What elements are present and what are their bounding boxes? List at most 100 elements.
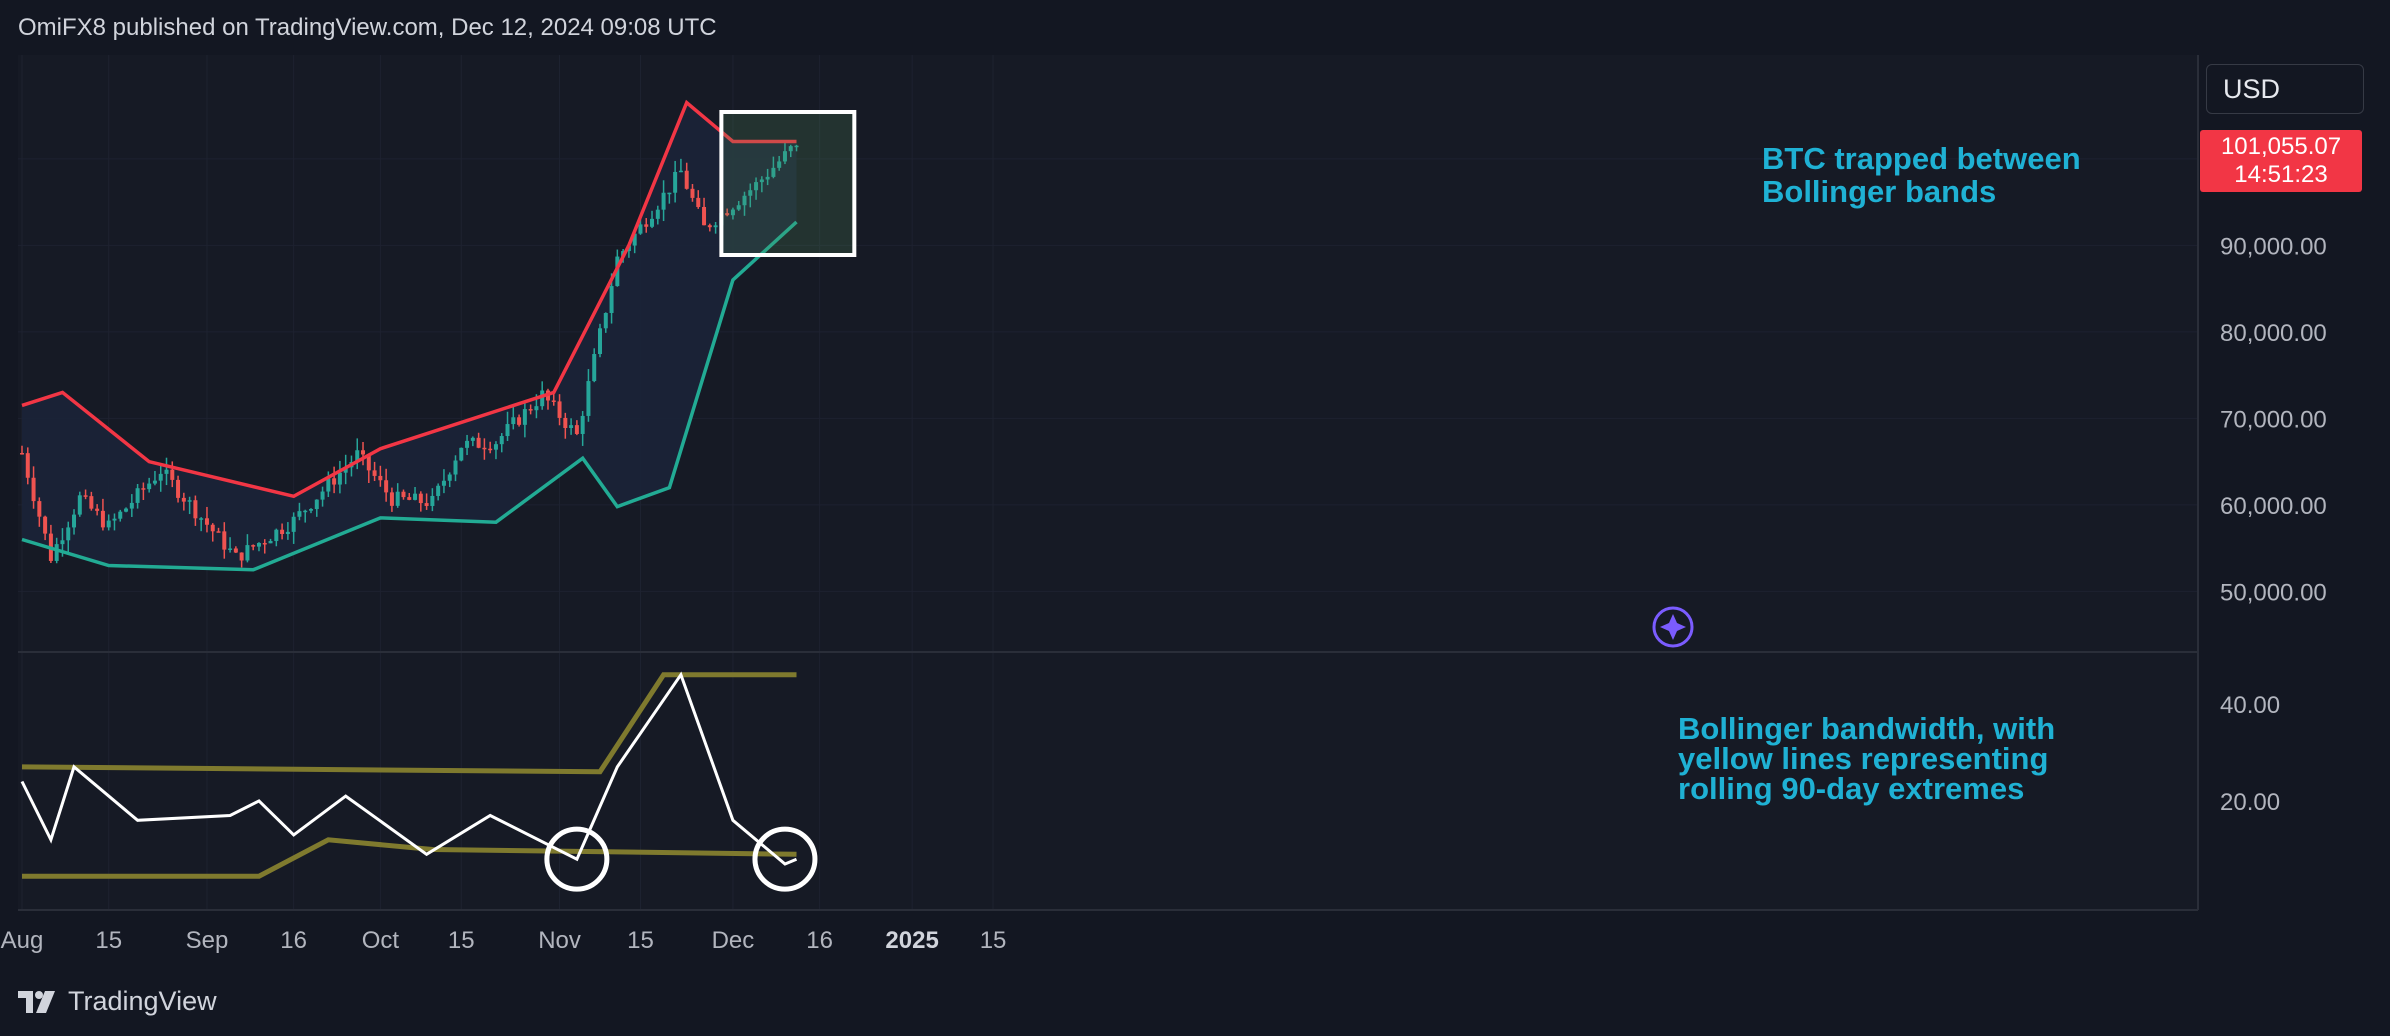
x-tick-label: Sep (186, 927, 229, 954)
sparkle-icon (1652, 606, 1694, 648)
candle-body (632, 233, 637, 246)
candle-body (129, 502, 134, 509)
candle-body (25, 453, 30, 478)
bandwidth-pane (18, 652, 2198, 910)
candle-body (291, 516, 296, 532)
candle-body (557, 401, 562, 418)
candle-body (60, 540, 65, 545)
annotation-bandwidth: Bollinger bandwidth, with yellow lines r… (1678, 713, 2055, 804)
candle-body (453, 460, 458, 475)
candle-body (303, 510, 308, 513)
candle-body (37, 501, 42, 517)
candle-body (378, 475, 383, 481)
candle-body (199, 518, 204, 520)
candle-body (465, 440, 470, 448)
candle-body (777, 161, 782, 168)
candle-body (77, 495, 82, 515)
candle-body (522, 409, 527, 425)
candle-body (638, 224, 643, 234)
candle-body (233, 548, 238, 553)
candle-body (245, 545, 250, 561)
y-tick-label: 40.00 (2220, 692, 2280, 719)
candle-body (54, 544, 59, 561)
candle-body (83, 495, 88, 497)
rolling-max-line (21, 672, 797, 775)
candle-body (678, 170, 683, 173)
bandwidth-line (20, 671, 798, 866)
candle-body (413, 493, 418, 500)
candle-body (765, 176, 770, 180)
candle-body (100, 510, 105, 528)
candle-body (569, 425, 574, 428)
candle-body (667, 192, 672, 195)
candle-body (401, 491, 406, 498)
candle-body (528, 409, 533, 411)
candle-body (702, 206, 707, 226)
candle-body (222, 531, 227, 550)
candle-body (505, 424, 510, 437)
candle-body (742, 195, 747, 206)
candle-body (696, 197, 701, 207)
candle-body (164, 469, 169, 474)
candle-body (106, 520, 111, 528)
candle-body (563, 417, 568, 428)
candle-body (181, 497, 186, 502)
candle-body (141, 488, 146, 490)
candle-body (239, 552, 244, 561)
annotation-line: BTC trapped between (1762, 141, 2081, 176)
upper-bollinger-band (21, 99, 797, 499)
lower-bollinger-band (21, 220, 798, 572)
highlight-box (719, 110, 857, 257)
candle-body (147, 483, 152, 490)
candle-body (326, 478, 331, 492)
candle-body (389, 492, 394, 506)
candle-body (684, 170, 689, 189)
tradingview-logo[interactable]: TradingView (18, 986, 217, 1017)
last-price-label: 101,055.07 14:51:23 (2200, 130, 2362, 192)
candle-body (644, 224, 649, 227)
candle-body (372, 470, 377, 476)
x-tick-label: 16 (280, 927, 307, 954)
candle-body (193, 500, 198, 519)
candle-body (285, 531, 290, 535)
candle-body (430, 495, 435, 506)
candle-body (551, 400, 556, 402)
x-tick-label: 15 (627, 927, 654, 954)
candle-body (112, 518, 117, 521)
y-tick-label: 50,000.00 (2220, 579, 2327, 606)
candle-body (470, 437, 475, 441)
candle-body (598, 328, 602, 355)
y-tick-label: 80,000.00 (2220, 320, 2327, 347)
candle-body (262, 542, 267, 545)
candle-body (511, 417, 516, 425)
sparkle-icon-star (1660, 614, 1686, 640)
x-tick-label: Aug (1, 927, 44, 954)
candle-body (228, 548, 233, 550)
candle-body (118, 511, 123, 519)
annotation-line: yellow lines representing (1678, 741, 2049, 776)
candle-body (771, 167, 776, 177)
candle-body (540, 390, 545, 407)
currency-button[interactable]: USD (2206, 64, 2364, 114)
x-tick-label: 2025 (885, 927, 938, 954)
candle-body (424, 503, 429, 506)
candle-body (135, 488, 140, 503)
x-tick-label: Oct (362, 927, 400, 954)
x-tick-label: 15 (448, 927, 475, 954)
candle-body (447, 474, 452, 481)
candle-body (592, 354, 597, 382)
candle-body (72, 514, 77, 528)
highlight-circle (752, 826, 818, 892)
candle-body (794, 145, 799, 148)
candle-body (176, 479, 181, 498)
x-tick-label: 15 (95, 927, 122, 954)
bollinger-band-fill (22, 102, 797, 570)
last-price-value: 101,055.07 (2220, 133, 2342, 160)
candle-body (407, 497, 412, 500)
candle-body (713, 225, 718, 228)
candle-body (580, 415, 585, 434)
x-tick-label: Dec (712, 927, 755, 954)
candle-body (788, 146, 793, 152)
annotation-line: Bollinger bands (1762, 174, 1997, 209)
